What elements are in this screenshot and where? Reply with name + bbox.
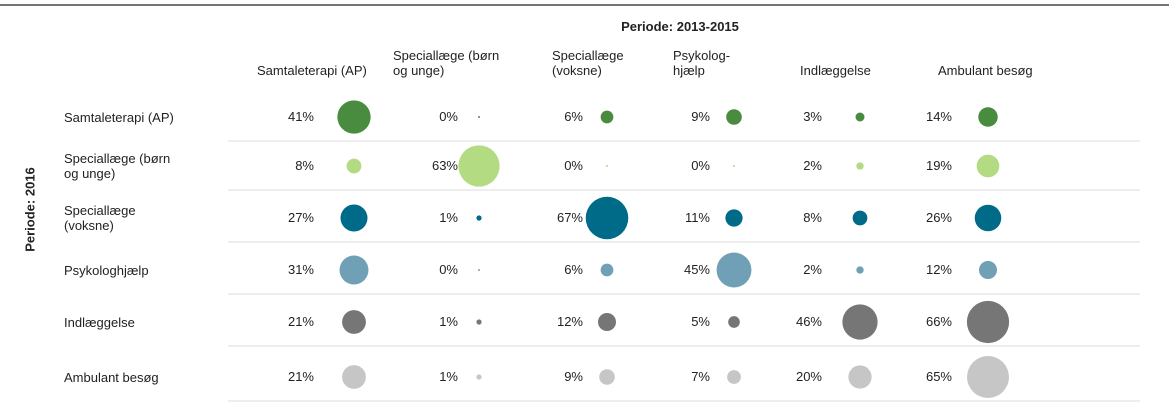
bubble	[606, 165, 608, 167]
bubble	[340, 204, 368, 232]
bubble	[726, 109, 742, 125]
column-header: Ambulant besøg	[938, 63, 1033, 78]
value-label: 12%	[925, 262, 952, 277]
value-label: 14%	[925, 109, 952, 124]
bubble	[478, 116, 480, 118]
bubble	[974, 204, 1002, 232]
value-label: 45%	[683, 262, 710, 277]
row-title: Periode: 2016	[22, 167, 38, 252]
value-label: 0%	[691, 158, 710, 173]
column-header: Psykolog-hjælp	[673, 48, 731, 78]
value-label: 6%	[564, 262, 583, 277]
value-label: 2%	[803, 158, 822, 173]
row-label: Samtaleterapi (AP)	[64, 109, 174, 125]
bubble	[585, 196, 629, 240]
value-label: 1%	[439, 314, 458, 329]
bubble	[733, 165, 735, 167]
row-label: Speciallæge (børn og unge)	[64, 151, 171, 181]
bubble	[976, 154, 1000, 178]
value-label: 0%	[564, 158, 583, 173]
bubble	[966, 300, 1010, 344]
bubble	[476, 319, 482, 325]
value-label: 1%	[439, 369, 458, 384]
value-label: 0%	[439, 109, 458, 124]
row-label: Indlæggelse	[64, 314, 135, 330]
bubble	[855, 112, 865, 122]
bubble	[478, 269, 480, 271]
bubble	[852, 210, 868, 226]
value-label: 11%	[684, 210, 710, 225]
column-header: Speciallæge (voksne)	[552, 48, 624, 78]
value-label: 7%	[691, 369, 710, 384]
value-label: 41%	[287, 109, 314, 124]
value-label: 46%	[795, 314, 822, 329]
column-header: Speciallæge (børn og unge)	[393, 48, 500, 78]
column-header: Samtaleterapi (AP)	[257, 63, 367, 78]
bubble	[856, 266, 864, 274]
bubble	[337, 100, 371, 134]
bubble	[728, 316, 740, 328]
bubble	[342, 310, 366, 334]
bubble	[346, 158, 362, 174]
value-label: 5%	[691, 314, 710, 329]
column-title: Periode: 2013-2015	[621, 19, 739, 34]
value-label: 27%	[287, 210, 314, 225]
bubble	[842, 304, 878, 340]
value-label: 9%	[564, 369, 583, 384]
row-label: Psykologhjælp	[64, 262, 149, 278]
bubble	[600, 263, 614, 277]
value-label: 9%	[691, 109, 710, 124]
bubble	[599, 369, 615, 385]
bubble	[978, 107, 998, 127]
value-label: 8%	[295, 158, 314, 173]
value-label: 31%	[287, 262, 314, 277]
value-label: 65%	[925, 369, 952, 384]
bubble	[339, 255, 369, 285]
bubble	[597, 312, 617, 332]
value-label: 2%	[803, 262, 822, 277]
bubble	[342, 365, 366, 389]
bubble	[856, 162, 864, 170]
value-label: 19%	[925, 158, 952, 173]
value-label: 66%	[925, 314, 952, 329]
value-label: 20%	[795, 369, 822, 384]
value-label: 8%	[803, 210, 822, 225]
value-label: 1%	[439, 210, 458, 225]
bubble	[458, 145, 500, 187]
bubble	[716, 252, 752, 288]
value-label: 26%	[925, 210, 952, 225]
value-label: 0%	[439, 262, 458, 277]
value-label: 3%	[803, 109, 822, 124]
bubble	[967, 356, 1009, 398]
bubble	[725, 209, 743, 227]
value-label: 21%	[287, 314, 314, 329]
column-header: Indlæggelse	[800, 63, 871, 78]
value-label: 21%	[287, 369, 314, 384]
bubble	[600, 110, 614, 124]
bubble	[978, 260, 998, 280]
row-label: Ambulant besøg	[64, 369, 159, 385]
bubble	[476, 215, 482, 221]
bubble	[848, 365, 872, 389]
bubble	[727, 370, 741, 384]
bubble	[476, 374, 482, 380]
value-label: 63%	[431, 158, 458, 173]
value-label: 67%	[556, 210, 583, 225]
row-label: Speciallæge (voksne)	[64, 203, 136, 233]
value-label: 12%	[556, 314, 583, 329]
value-label: 6%	[564, 109, 583, 124]
